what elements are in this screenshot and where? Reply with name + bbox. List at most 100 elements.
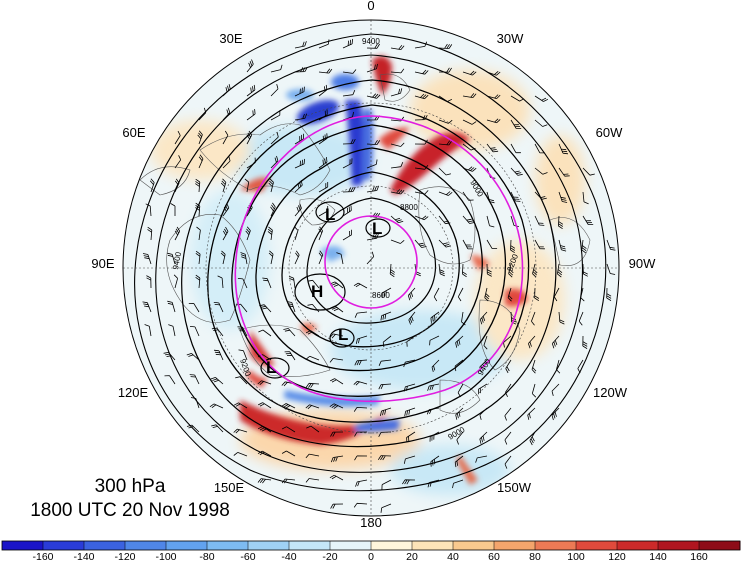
wind-barb [510, 167, 523, 176]
wind-barb [281, 478, 296, 484]
wind-barb [318, 226, 323, 241]
wind-barb [267, 226, 273, 241]
wind-barb [390, 142, 405, 147]
wind-barb [270, 83, 279, 97]
wind-barb [403, 359, 416, 368]
wind-barb [270, 110, 281, 121]
wind-barb [462, 191, 474, 201]
wind-barb [503, 335, 512, 348]
wind-barb [438, 43, 453, 49]
wind-barb [342, 158, 353, 169]
wind-barb [173, 274, 178, 289]
wind-barb [366, 159, 378, 169]
wind-barb [336, 252, 344, 265]
wind-barb [355, 479, 368, 487]
wind-barb [504, 431, 512, 445]
wind-barb [414, 139, 428, 145]
wind-barb [427, 479, 440, 488]
wind-barb [147, 226, 153, 241]
wind-barb [174, 155, 182, 169]
wind-barb [529, 431, 536, 446]
wind-barb [318, 157, 328, 169]
colorbar-tick-label: -160 [32, 551, 53, 561]
wind-barb [237, 278, 248, 289]
colorbar-swatch [658, 541, 700, 550]
wind-barb [220, 250, 226, 265]
wind-barb [414, 239, 427, 248]
wind-barb [294, 203, 302, 217]
wind-barb [389, 263, 395, 278]
wind-barb [353, 407, 368, 412]
wind-barb [504, 455, 512, 469]
colorbar-tick-label: 0 [368, 551, 374, 561]
wind-barb [168, 324, 176, 337]
wind-barb [582, 263, 588, 277]
wind-barb [403, 383, 416, 392]
wind-barb [558, 191, 568, 203]
wind-barb [438, 167, 452, 176]
colorbar-tick-label: 80 [529, 551, 541, 561]
wind-barb [142, 253, 152, 265]
pressure-systems: L L H L L [266, 205, 382, 377]
wind-barb [486, 191, 495, 204]
low-pressure-marker: L [372, 219, 382, 238]
wind-barb [246, 59, 254, 73]
wind-barb [532, 263, 538, 278]
wind-barb [284, 351, 296, 361]
wind-barb [553, 287, 560, 302]
wind-barb [262, 277, 272, 289]
wind-barb [342, 187, 356, 193]
wind-barb [510, 239, 516, 254]
colorbar-tick-label: 140 [649, 551, 667, 561]
wind-barb [551, 335, 560, 349]
wind-barb [475, 455, 488, 463]
wind-barb [402, 479, 416, 485]
wind-barb [377, 455, 392, 461]
wind-barb [486, 118, 501, 124]
contour-label: 8800 [400, 203, 418, 212]
wind-barb [305, 478, 320, 483]
wind-barb [233, 402, 248, 409]
wind-barb [186, 424, 200, 433]
wind-barb [483, 335, 488, 350]
latitude-rings [234, 115, 524, 403]
wind-barb [558, 239, 567, 252]
colorbar-swatch [412, 541, 454, 550]
wind-barb [257, 426, 272, 433]
low-pressure-marker: L [325, 205, 335, 224]
wind-barb [456, 431, 464, 445]
wind-barb [146, 275, 152, 289]
colorbar-swatch [207, 541, 249, 550]
wind-barb [268, 178, 274, 193]
wind-barb [246, 130, 253, 145]
wind-barb [414, 41, 428, 49]
colorbar-swatch [2, 541, 44, 550]
colorbar-tick-label: 20 [406, 551, 418, 561]
wind-barb [380, 503, 392, 513]
wind-barb [454, 455, 464, 468]
wind-barb [486, 143, 499, 153]
wind-barb [478, 383, 488, 395]
wind-barb [558, 215, 564, 230]
wind-barb [195, 178, 201, 193]
wind-barb [258, 329, 272, 337]
colorbar-tick-label: -40 [281, 551, 296, 561]
wind-barb [174, 178, 180, 193]
wind-barb [558, 311, 565, 325]
wind-barb [534, 239, 545, 250]
wind-barb [390, 215, 404, 224]
wind-barb [233, 428, 248, 434]
wind-barb [142, 301, 152, 313]
wind-barb [283, 328, 296, 337]
wind-barb [426, 407, 440, 415]
colorbar-swatch [617, 541, 659, 550]
wind-barb [534, 119, 548, 127]
wind-barb [246, 202, 253, 217]
wind-barb [198, 107, 207, 121]
colorbar-tick-label: -80 [199, 551, 214, 561]
wind-barb [294, 41, 307, 49]
colorbar-swatch [43, 541, 85, 550]
wind-barb [486, 263, 492, 277]
longitude-label-30e: 30E [219, 31, 242, 46]
wind-barb [330, 281, 344, 289]
